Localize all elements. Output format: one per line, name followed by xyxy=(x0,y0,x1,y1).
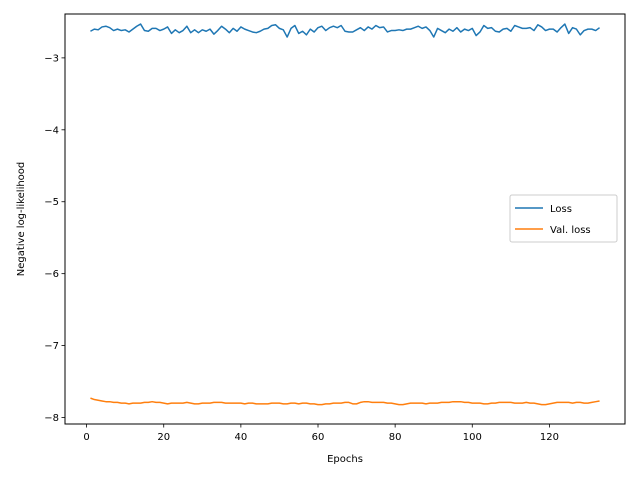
y-tick-label: −7 xyxy=(44,341,59,352)
y-tick-label: −3 xyxy=(44,53,59,64)
legend-box xyxy=(509,194,618,243)
x-tick-label: 120 xyxy=(540,432,559,443)
plot-lines xyxy=(90,23,600,406)
series-line-1 xyxy=(90,23,600,38)
y-axis: −3 −4 −5 −6 −7 −8 xyxy=(44,53,65,424)
legend: Loss Val. loss xyxy=(509,194,618,243)
x-tick-label: 60 xyxy=(312,432,325,443)
plot-frame xyxy=(64,13,626,425)
x-tick-label: 80 xyxy=(389,432,402,443)
x-tick-label: 0 xyxy=(83,432,89,443)
x-tick-label: 40 xyxy=(235,432,248,443)
x-tick-label: 100 xyxy=(463,432,482,443)
x-tick-label: 20 xyxy=(157,432,170,443)
y-axis-label: Negative log-likelihood xyxy=(16,162,27,277)
x-axis: 0 20 40 60 80 100 120 xyxy=(83,424,559,443)
legend-label: Val. loss xyxy=(550,225,591,236)
series-line-2 xyxy=(90,397,600,406)
y-tick-label: −6 xyxy=(44,269,59,280)
y-tick-label: −5 xyxy=(44,197,59,208)
x-axis-label: Epochs xyxy=(327,454,363,465)
y-tick-label: −4 xyxy=(44,125,59,136)
y-tick-label: −8 xyxy=(44,413,59,424)
legend-label: Loss xyxy=(550,204,572,215)
